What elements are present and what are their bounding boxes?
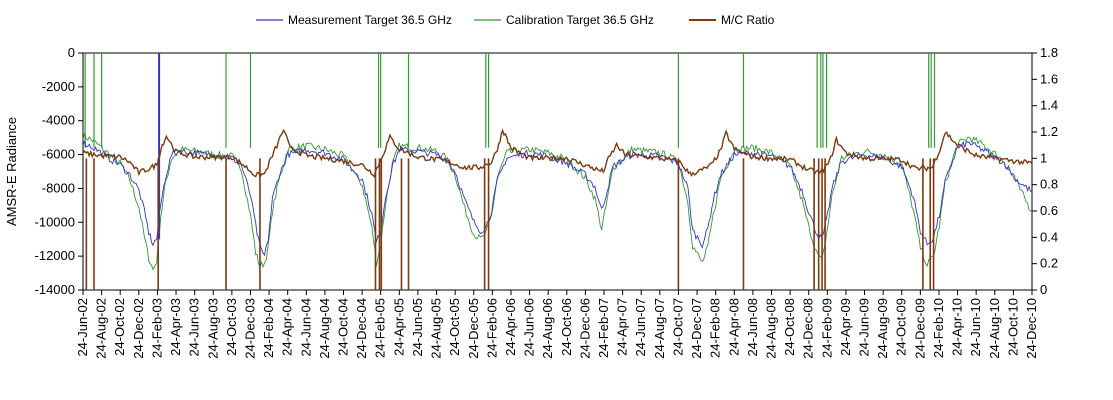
x-tick-label: 24-Jun-03 (187, 298, 202, 357)
x-tick-label: 24-Oct-07 (670, 298, 685, 356)
y-left-tick-label: 0 (68, 45, 75, 60)
x-tick-label: 24-Oct-05 (447, 298, 462, 356)
x-tick-label: 24-Dec-03 (242, 298, 257, 359)
y-left-tick-label: -12000 (35, 248, 75, 263)
y-right-tick-label: 0.2 (1040, 256, 1058, 271)
y-left-tick-label: -6000 (42, 147, 75, 162)
y-left-tick-label: -14000 (35, 282, 75, 297)
x-tick-label: 24-Aug-07 (652, 298, 667, 359)
x-tick-label: 24-Feb-10 (931, 298, 946, 358)
x-tick-label: 24-Jun-09 (857, 298, 872, 357)
y-axis-right: 1.8 1.6 1.4 1.2 1 0.8 0.6 0.4 0.2 0 (1032, 45, 1058, 297)
y-left-tick-label: -8000 (42, 180, 75, 195)
x-tick-label: 24-Feb-07 (596, 298, 611, 358)
y-right-tick-label: 0.6 (1040, 203, 1058, 218)
legend-label: Calibration Target 36.5 GHz (506, 13, 654, 27)
x-tick-label: 24-Aug-08 (763, 298, 778, 359)
x-tick-label: 24-Feb-06 (484, 298, 499, 358)
x-tick-label: 24-Dec-02 (131, 298, 146, 359)
series-layer (82, 53, 1033, 290)
y-axis-title: AMSR-E Radiance (4, 117, 19, 226)
x-tick-label: 24-Aug-02 (94, 298, 109, 359)
x-tick-label: 24-Aug-06 (540, 298, 555, 359)
y-right-tick-label: 1.4 (1040, 98, 1058, 113)
y-right-tick-label: 0.8 (1040, 177, 1058, 192)
x-tick-label: 24-Apr-09 (838, 298, 853, 356)
y-right-tick-label: 1.2 (1040, 124, 1058, 139)
x-tick-label: 24-Oct-02 (112, 298, 127, 356)
y-left-tick-label: -10000 (35, 214, 75, 229)
x-tick-label: 24-Apr-07 (615, 298, 630, 356)
y-right-tick-label: 1.6 (1040, 71, 1058, 86)
x-tick-label: 24-Oct-04 (336, 298, 351, 356)
legend-label: M/C Ratio (721, 13, 775, 27)
x-tick-label: 24-Jun-08 (745, 298, 760, 357)
y-right-tick-label: 1.8 (1040, 45, 1058, 60)
x-tick-label: 24-Feb-09 (819, 298, 834, 358)
x-tick-label: 24-Jun-10 (968, 298, 983, 357)
x-tick-label: 24-Oct-09 (894, 298, 909, 356)
x-tick-label: 24-Jun-06 (522, 298, 537, 357)
plot-area (82, 52, 1033, 291)
plot-frame (82, 52, 1033, 291)
y-left-tick-label: -4000 (42, 113, 75, 128)
x-tick-label: 24-Aug-04 (317, 298, 332, 359)
x-tick-label: 24-Oct-06 (559, 298, 574, 356)
x-tick-label: 24-Dec-10 (1024, 298, 1039, 359)
legend-label: Measurement Target 36.5 GHz (288, 13, 452, 27)
x-tick-label: 24-Feb-03 (149, 298, 164, 358)
series-ratio-line (82, 128, 1033, 179)
x-tick-label: 24-Jun-07 (633, 298, 648, 357)
x-tick-label: 24-Oct-08 (782, 298, 797, 356)
x-tick-label: 24-Jun-05 (410, 298, 425, 357)
x-tick-label: 24-Feb-08 (708, 298, 723, 358)
x-tick-label: 24-Jun-04 (298, 298, 313, 357)
x-tick-label: 24-Dec-07 (689, 298, 704, 359)
x-tick-label: 24-Apr-08 (726, 298, 741, 356)
x-tick-label: 24-Apr-10 (950, 298, 965, 356)
x-tick-label: 24-Feb-05 (373, 298, 388, 358)
x-tick-label: 24-Dec-09 (912, 298, 927, 359)
legend: Measurement Target 36.5 GHz Calibration T… (256, 13, 775, 27)
x-tick-label: 24-Aug-09 (875, 298, 890, 359)
y-left-tick-label: -2000 (42, 79, 75, 94)
x-tick-label: 24-Oct-03 (224, 298, 239, 356)
y-right-tick-label: 0 (1040, 282, 1047, 297)
y-right-tick-label: 1 (1040, 150, 1047, 165)
x-tick-label: 24-Jun-02 (75, 298, 90, 357)
x-tick-label: 24-Apr-04 (280, 298, 295, 356)
x-tick-label: 24-Aug-10 (987, 298, 1002, 359)
x-axis: 24-Jun-02 24-Aug-02 24-Oct-02 24-Dec-02 24-F… (75, 290, 1039, 359)
x-tick-label: 24-Dec-05 (466, 298, 481, 359)
x-tick-label: 24-Dec-06 (577, 298, 592, 359)
x-tick-label: 24-Feb-04 (261, 298, 276, 358)
x-tick-label: 24-Dec-08 (801, 298, 816, 359)
x-tick-label: 24-Aug-05 (429, 298, 444, 359)
x-tick-label: 24-Oct-10 (1005, 298, 1020, 356)
y-axis-left: 0 -2000 -4000 -6000 -8000 -10000 -12000 -14000 (35, 45, 83, 297)
x-tick-label: 24-Apr-05 (391, 298, 406, 356)
x-tick-label: 24-Aug-03 (205, 298, 220, 359)
x-tick-label: 24-Dec-04 (354, 298, 369, 359)
y-right-tick-label: 0.4 (1040, 229, 1058, 244)
x-tick-label: 24-Apr-06 (503, 298, 518, 356)
x-tick-label: 24-Apr-03 (168, 298, 183, 356)
